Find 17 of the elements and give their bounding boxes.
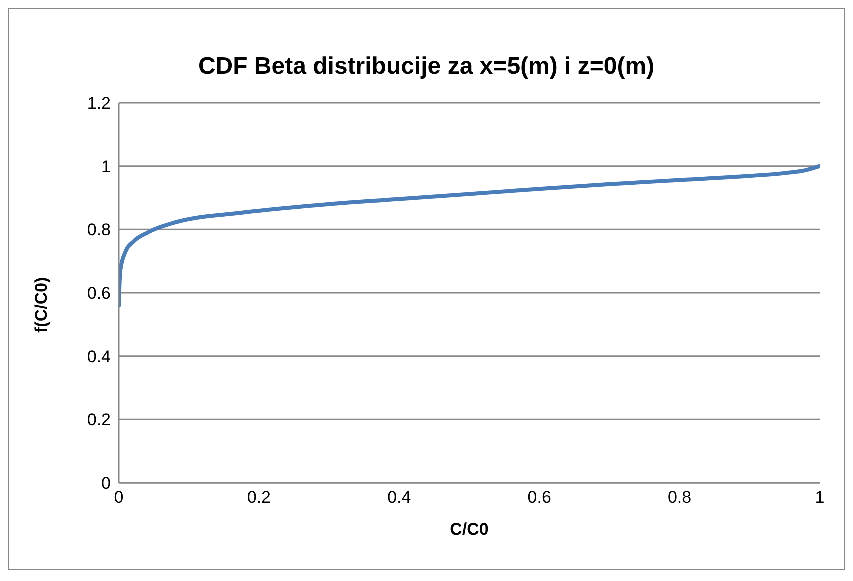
y-tick-label: 1 [102,157,111,176]
y-tick-label: 0.4 [87,347,111,366]
y-tick-label: 0.2 [87,410,111,430]
y-tick-label: 0 [102,474,111,494]
chart-title: CDF Beta distribucije za x=5(m) i z=0(m) [197,53,656,82]
x-tick-label: 0.6 [528,488,552,508]
x-tick-label: 1 [815,488,825,508]
y-tick-label: 0.6 [87,284,111,304]
x-tick-label: 0.2 [247,488,272,508]
x-tick-label: 0.4 [388,488,412,508]
y-tick-label: 1.2 [87,94,111,114]
y-axis-title: f(C/C0) [32,277,52,333]
x-tick-label: 0.8 [668,488,692,508]
line-series [119,164,820,308]
y-tick-label: 0.8 [87,220,111,240]
x-axis-title: C/C0 [450,520,489,539]
x-tick-label: 0 [114,488,124,508]
